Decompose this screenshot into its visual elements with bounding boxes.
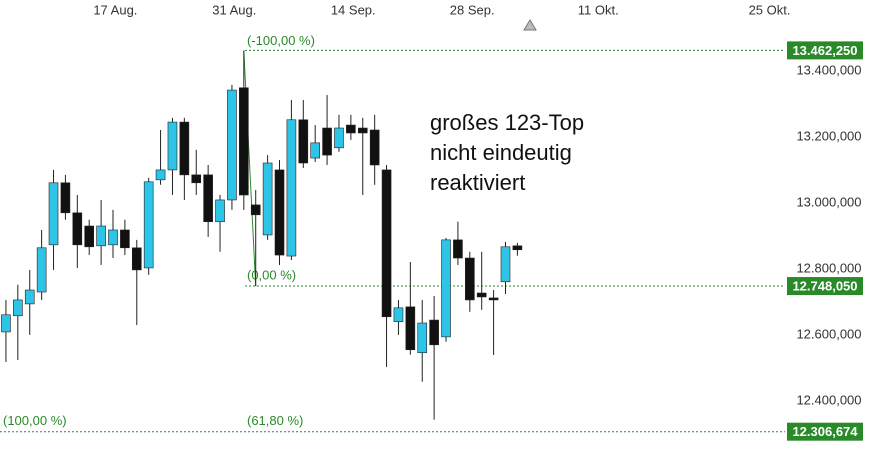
candle-body: [250, 204, 261, 216]
candle-body: [239, 87, 249, 196]
x-tick-label: 25 Okt.: [749, 2, 791, 17]
level-label: 12.306,674: [792, 424, 858, 439]
candle-body: [24, 289, 35, 305]
y-tick-label: 13.200,000: [796, 128, 861, 143]
x-tick-label: 28 Sep.: [450, 2, 495, 17]
y-tick-label: 12.600,000: [796, 326, 861, 341]
candle-body: [465, 257, 475, 301]
candle-body: [72, 212, 83, 246]
candle-body: [191, 174, 202, 184]
candle-body: [13, 299, 23, 317]
candle-body: [381, 169, 392, 318]
candle-body: [84, 225, 95, 248]
candle-body: [60, 182, 71, 214]
fib-note: (61,80 %): [247, 413, 303, 428]
level-label: 13.462,250: [792, 43, 857, 58]
fib-note: (-100,00 %): [247, 33, 315, 48]
candle-body: [476, 292, 487, 298]
candle-body: [227, 89, 237, 201]
candle-body: [108, 229, 118, 246]
x-tick-label: 11 Okt.: [578, 2, 619, 17]
candle-body: [96, 225, 106, 247]
candle-body: [500, 246, 511, 283]
candle-body: [429, 319, 439, 346]
candle-body: [274, 169, 285, 256]
x-tick-label: 17 Aug.: [93, 2, 137, 17]
level-label: 12.748,050: [792, 278, 857, 293]
candle-body: [393, 307, 404, 323]
fib-note: (0,00 %): [247, 267, 296, 282]
candle-body: [453, 239, 463, 259]
candle-body: [167, 121, 178, 171]
candle-body: [417, 322, 428, 354]
candle-body: [286, 119, 297, 257]
candle-body: [262, 162, 273, 236]
x-tick-label: 31 Aug.: [212, 2, 256, 17]
x-tick-label: 14 Sep.: [331, 2, 376, 17]
annotation: reaktiviert: [430, 170, 525, 195]
annotation: großes 123-Top: [430, 110, 584, 135]
annotation: nicht eindeutig: [430, 140, 572, 165]
candle-body: [298, 119, 309, 164]
candle-body: [143, 181, 154, 269]
candle-body: [48, 182, 59, 246]
candle-body: [357, 127, 368, 134]
candle-body: [179, 121, 190, 176]
y-tick-label: 12.400,000: [796, 392, 861, 407]
candle-body: [488, 297, 499, 301]
candle-body: [512, 245, 523, 251]
candle-body: [369, 129, 380, 166]
candle-body: [1, 314, 11, 333]
y-tick-label: 13.000,000: [796, 194, 861, 209]
candle-body: [131, 247, 142, 271]
candle-body: [322, 127, 332, 156]
candle-body: [441, 239, 451, 338]
level-box: [787, 41, 863, 60]
candle-body: [346, 124, 356, 134]
scroll-marker[interactable]: [523, 19, 537, 31]
candle-body: [310, 142, 320, 159]
candle-body: [215, 199, 225, 223]
candle-body: [120, 229, 130, 249]
level-box: [787, 422, 863, 441]
candle-body: [203, 174, 213, 223]
candle-body: [405, 306, 416, 351]
y-tick-label: 13.400,000: [796, 62, 861, 77]
fib-note: (100,00 %): [3, 413, 67, 428]
level-box: [787, 277, 863, 296]
candle-body: [334, 127, 344, 149]
candle-body: [36, 247, 47, 293]
y-tick-label: 12.800,000: [796, 260, 861, 275]
candle-body: [155, 169, 166, 181]
